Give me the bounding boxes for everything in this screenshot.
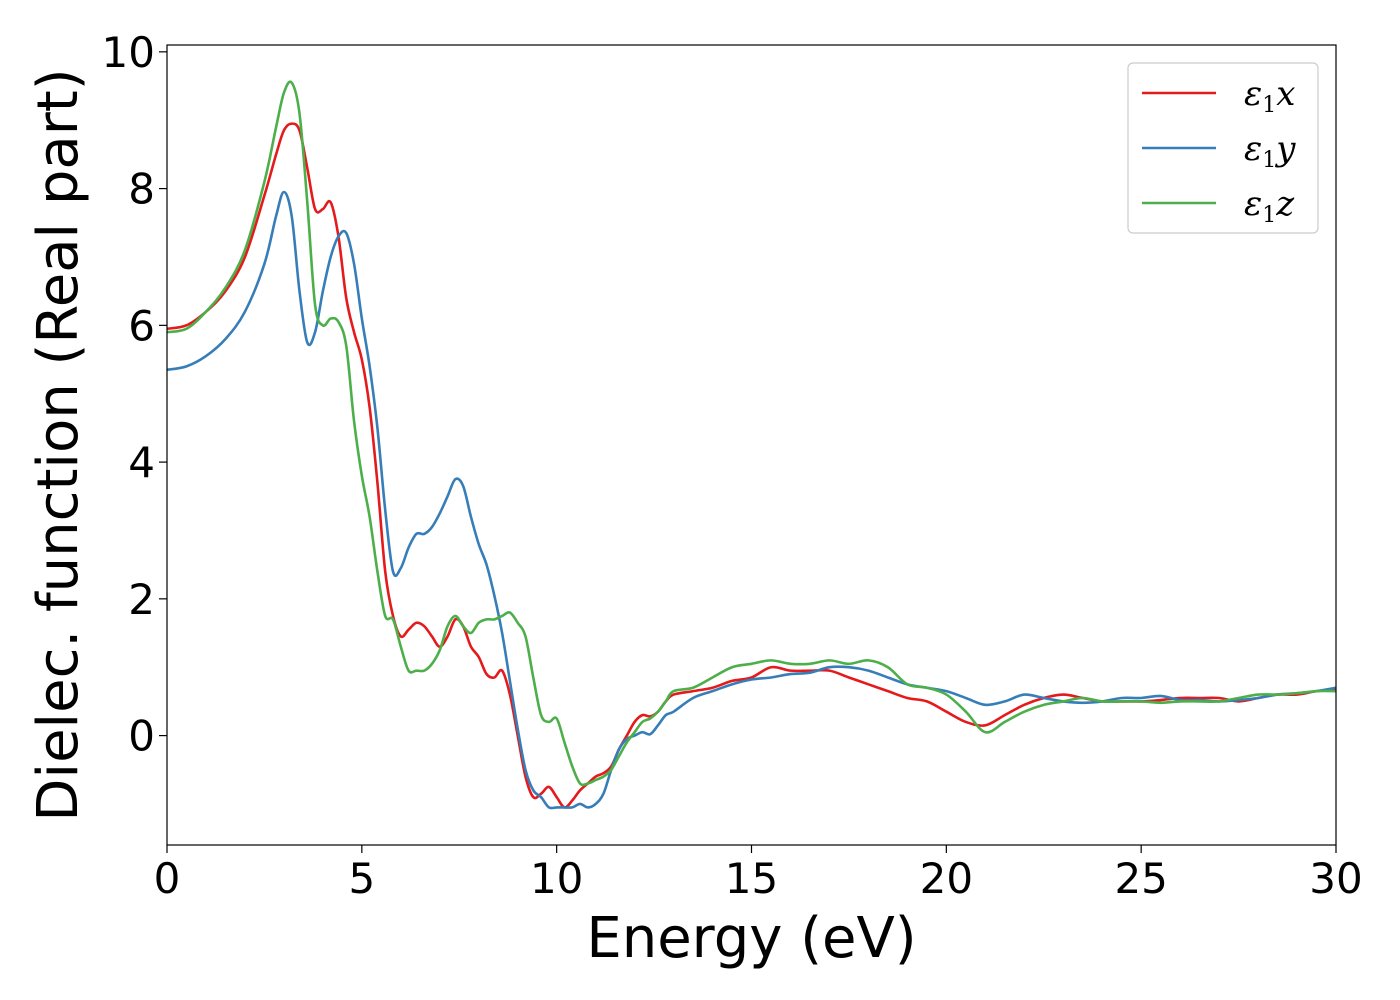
y-tick-label: 4 xyxy=(128,438,155,487)
y-tick-label: 6 xyxy=(128,301,155,350)
legend-symbol: ε xyxy=(1244,74,1262,114)
x-axis-ticks: 0 5 10 15 20 25 30 xyxy=(154,845,1363,903)
x-tick-label: 0 xyxy=(154,854,181,903)
series-line-y xyxy=(167,190,1336,810)
legend-axis: x xyxy=(1276,74,1295,114)
legend-label-x: ε1x xyxy=(1244,74,1295,118)
legend-label-z: ε1z xyxy=(1244,184,1295,228)
legend-axis: z xyxy=(1275,184,1295,224)
x-tick-label: 10 xyxy=(530,854,583,903)
x-tick-label: 15 xyxy=(725,854,778,903)
legend-subscript: 1 xyxy=(1262,203,1276,228)
series-line-z xyxy=(167,80,1336,787)
series-layer xyxy=(167,80,1336,810)
legend-symbol: ε xyxy=(1244,184,1262,224)
x-tick-label: 20 xyxy=(920,854,973,903)
y-tick-label: 8 xyxy=(128,165,155,214)
x-tick-label: 25 xyxy=(1114,854,1167,903)
series-line-x xyxy=(167,122,1336,809)
x-tick-label: 30 xyxy=(1309,854,1362,903)
legend-subscript: 1 xyxy=(1262,148,1276,173)
legend-symbol: ε xyxy=(1244,129,1262,169)
y-axis-label: Dielec. function (Real part) xyxy=(26,68,91,821)
x-tick-label: 5 xyxy=(348,854,375,903)
y-tick-label: 2 xyxy=(128,575,155,624)
legend-box xyxy=(1127,62,1319,234)
y-tick-label: 0 xyxy=(128,712,155,761)
y-tick-label: 10 xyxy=(102,28,155,77)
y-axis-ticks: 0 2 4 6 8 10 xyxy=(102,28,167,761)
legend-label-y: ε1y xyxy=(1244,129,1296,173)
x-axis-label: Energy (eV) xyxy=(586,906,916,971)
legend-axis: y xyxy=(1274,129,1296,169)
legend-subscript: 1 xyxy=(1262,93,1276,118)
